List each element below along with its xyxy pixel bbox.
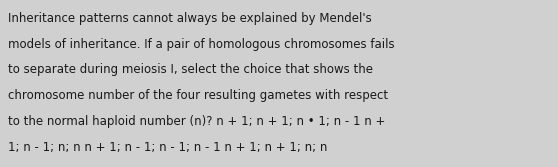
Text: Inheritance patterns cannot always be explained by Mendel's: Inheritance patterns cannot always be ex… bbox=[8, 12, 372, 25]
Text: 1; n - 1; n; n n + 1; n - 1; n - 1; n - 1 n + 1; n + 1; n; n: 1; n - 1; n; n n + 1; n - 1; n - 1; n - … bbox=[8, 141, 328, 154]
Text: chromosome number of the four resulting gametes with respect: chromosome number of the four resulting … bbox=[8, 89, 388, 102]
Text: to the normal haploid number (n)? n + 1; n + 1; n • 1; n - 1 n +: to the normal haploid number (n)? n + 1;… bbox=[8, 115, 386, 128]
Text: models of inheritance. If a pair of homologous chromosomes fails: models of inheritance. If a pair of homo… bbox=[8, 38, 395, 51]
Text: to separate during meiosis I, select the choice that shows the: to separate during meiosis I, select the… bbox=[8, 63, 373, 76]
